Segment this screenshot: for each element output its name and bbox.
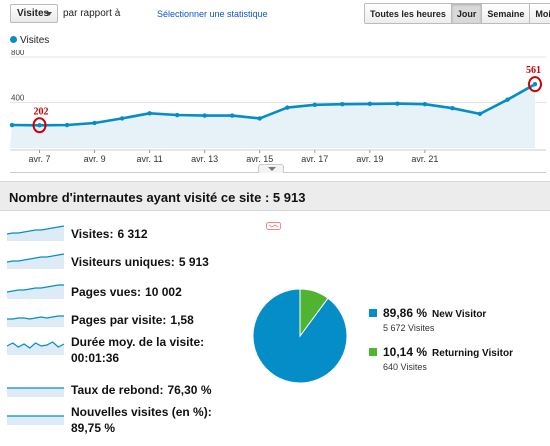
visitor-type-pie-chart (252, 288, 348, 384)
pie-legend-returning-visitor: 10,14 % Returning Visitor 640 Visites (369, 345, 513, 372)
data-point (505, 97, 510, 102)
y-tick-label: 400 (11, 94, 25, 103)
period-hourly-button[interactable]: Toutes les heures (365, 4, 452, 23)
annotation-label: 561 (526, 65, 541, 76)
metric-label: Visites: 6 312 (71, 226, 148, 242)
data-point (64, 122, 70, 128)
sparkline-icon (7, 341, 65, 355)
returning-visitor-label: Returning Visitor (432, 348, 513, 359)
metric-value: 5 913 (178, 255, 209, 269)
metric-value: 89,75 % (71, 421, 116, 435)
series-dot-icon (10, 36, 17, 43)
select-statistic-link[interactable]: Sélectionner une statistique (157, 9, 268, 19)
metric-value: 10 002 (145, 285, 182, 299)
metric-value: 76,30 % (167, 383, 212, 397)
metric-value: 6 312 (117, 227, 148, 241)
metric-select-label: Visites (17, 8, 50, 19)
data-point (312, 102, 317, 107)
x-tick-label: avr. 11 (136, 154, 162, 164)
chevron-down-icon (46, 12, 52, 16)
visits-line-chart: 800 400 avr. 7 avr. 9 avr. 11 avr. 13 avr. 15 a… (0, 50, 550, 172)
x-tick-label: avr. 13 (191, 154, 218, 164)
metric-name: Nouvelles visites (en %): (71, 405, 212, 419)
data-point (230, 113, 235, 118)
period-week-button[interactable]: Semaine (482, 4, 531, 23)
pie-slice[interactable] (299, 288, 329, 338)
sparkline-icon (7, 253, 65, 269)
data-point (147, 111, 152, 116)
annotation-label: 202 (34, 106, 49, 117)
returning-visitor-count: 640 Visites (383, 362, 427, 372)
data-point (9, 122, 15, 128)
metric-name: Pages vues: (71, 285, 142, 299)
data-point (450, 105, 455, 111)
data-point (37, 123, 42, 128)
data-point (257, 116, 262, 121)
data-point (395, 101, 400, 106)
chart-legend: Visites (10, 35, 49, 46)
data-point (477, 111, 483, 117)
legend-series-label: Visites (20, 35, 50, 46)
chart-svg: 800 400 avr. 7 avr. 9 avr. 11 avr. 13 avr. 15 a… (9, 50, 546, 164)
metric-label: Visiteurs uniques: 5 913 (71, 254, 209, 270)
new-visitor-swatch-icon (369, 309, 377, 317)
data-point (340, 102, 345, 107)
data-point (532, 81, 538, 87)
data-point (119, 116, 125, 121)
period-day-button[interactable]: Jour (451, 4, 483, 23)
x-tick-label: avr. 7 (29, 154, 51, 164)
sparkline-icon (7, 415, 64, 425)
metric-label: Nouvelles visites (en %): 89,75 % (71, 404, 212, 436)
metric-label: Durée moy. de la visite: 00:01:36 (71, 334, 204, 366)
data-point (285, 105, 290, 110)
x-tick-label: avr. 15 (246, 154, 273, 164)
x-tick-label: avr. 9 (84, 154, 106, 164)
collapse-chart-toggle[interactable] (258, 164, 284, 173)
metric-name: Visiteurs uniques: (71, 255, 175, 269)
new-visitor-label: New Visitor (432, 309, 487, 320)
metric-name: Durée moy. de la visite: (71, 335, 205, 349)
chart-toolbar: Visites par rapport à Sélectionner une s… (0, 0, 550, 28)
metric-value: 00:01:36 (71, 351, 120, 365)
stamp-icon (266, 222, 281, 230)
metric-name: Pages par visite: (71, 313, 167, 327)
data-point (367, 101, 373, 107)
data-point (202, 113, 207, 118)
x-tick-label: avr. 17 (301, 154, 328, 164)
highlight-circle (528, 76, 542, 93)
metric-label: Pages vues: 10 002 (71, 284, 182, 300)
y-tick-label: 800 (11, 50, 25, 57)
metric-label: Pages par visite: 1,58 (71, 312, 194, 328)
collapse-arrow-icon (268, 167, 276, 171)
new-visitor-percent: 89,86 % (383, 306, 428, 320)
data-point (174, 112, 180, 118)
series-area (10, 84, 535, 148)
pie-legend-new-visitor: 89,86 % New Visitor 5 672 Visites (369, 306, 487, 333)
metric-value: 1,58 (170, 313, 194, 327)
metric-select[interactable]: Visites (10, 4, 58, 23)
metric-name: Visites: (71, 227, 114, 241)
sparkline-icon (7, 284, 64, 299)
period-selector: Toutes les heures Jour Semaine Mois (364, 3, 550, 24)
metric-name: Taux de rebond: (71, 383, 164, 397)
returning-visitor-percent: 10,14 % (383, 345, 428, 359)
summary-header: Nombre d'internautes ayant visité ce sit… (0, 181, 550, 211)
x-tick-label: avr. 19 (356, 154, 383, 164)
highlight-circle (32, 117, 47, 134)
sparkline-icon (7, 315, 64, 327)
period-month-button[interactable]: Mois (530, 4, 550, 23)
x-tick-label: avr. 21 (411, 154, 438, 164)
series-line (11, 83, 536, 127)
data-point (422, 102, 428, 107)
new-visitor-count: 5 672 Visites (383, 323, 435, 333)
metric-label: Taux de rebond: 76,30 % (71, 382, 212, 398)
sparkline-icon (7, 225, 65, 241)
compare-label: par rapport à (63, 8, 121, 19)
sparkline-icon (7, 387, 64, 397)
data-point (92, 120, 97, 126)
returning-visitor-swatch-icon (369, 348, 377, 356)
summary-title: Nombre d'internautes ayant visité ce sit… (9, 190, 306, 205)
